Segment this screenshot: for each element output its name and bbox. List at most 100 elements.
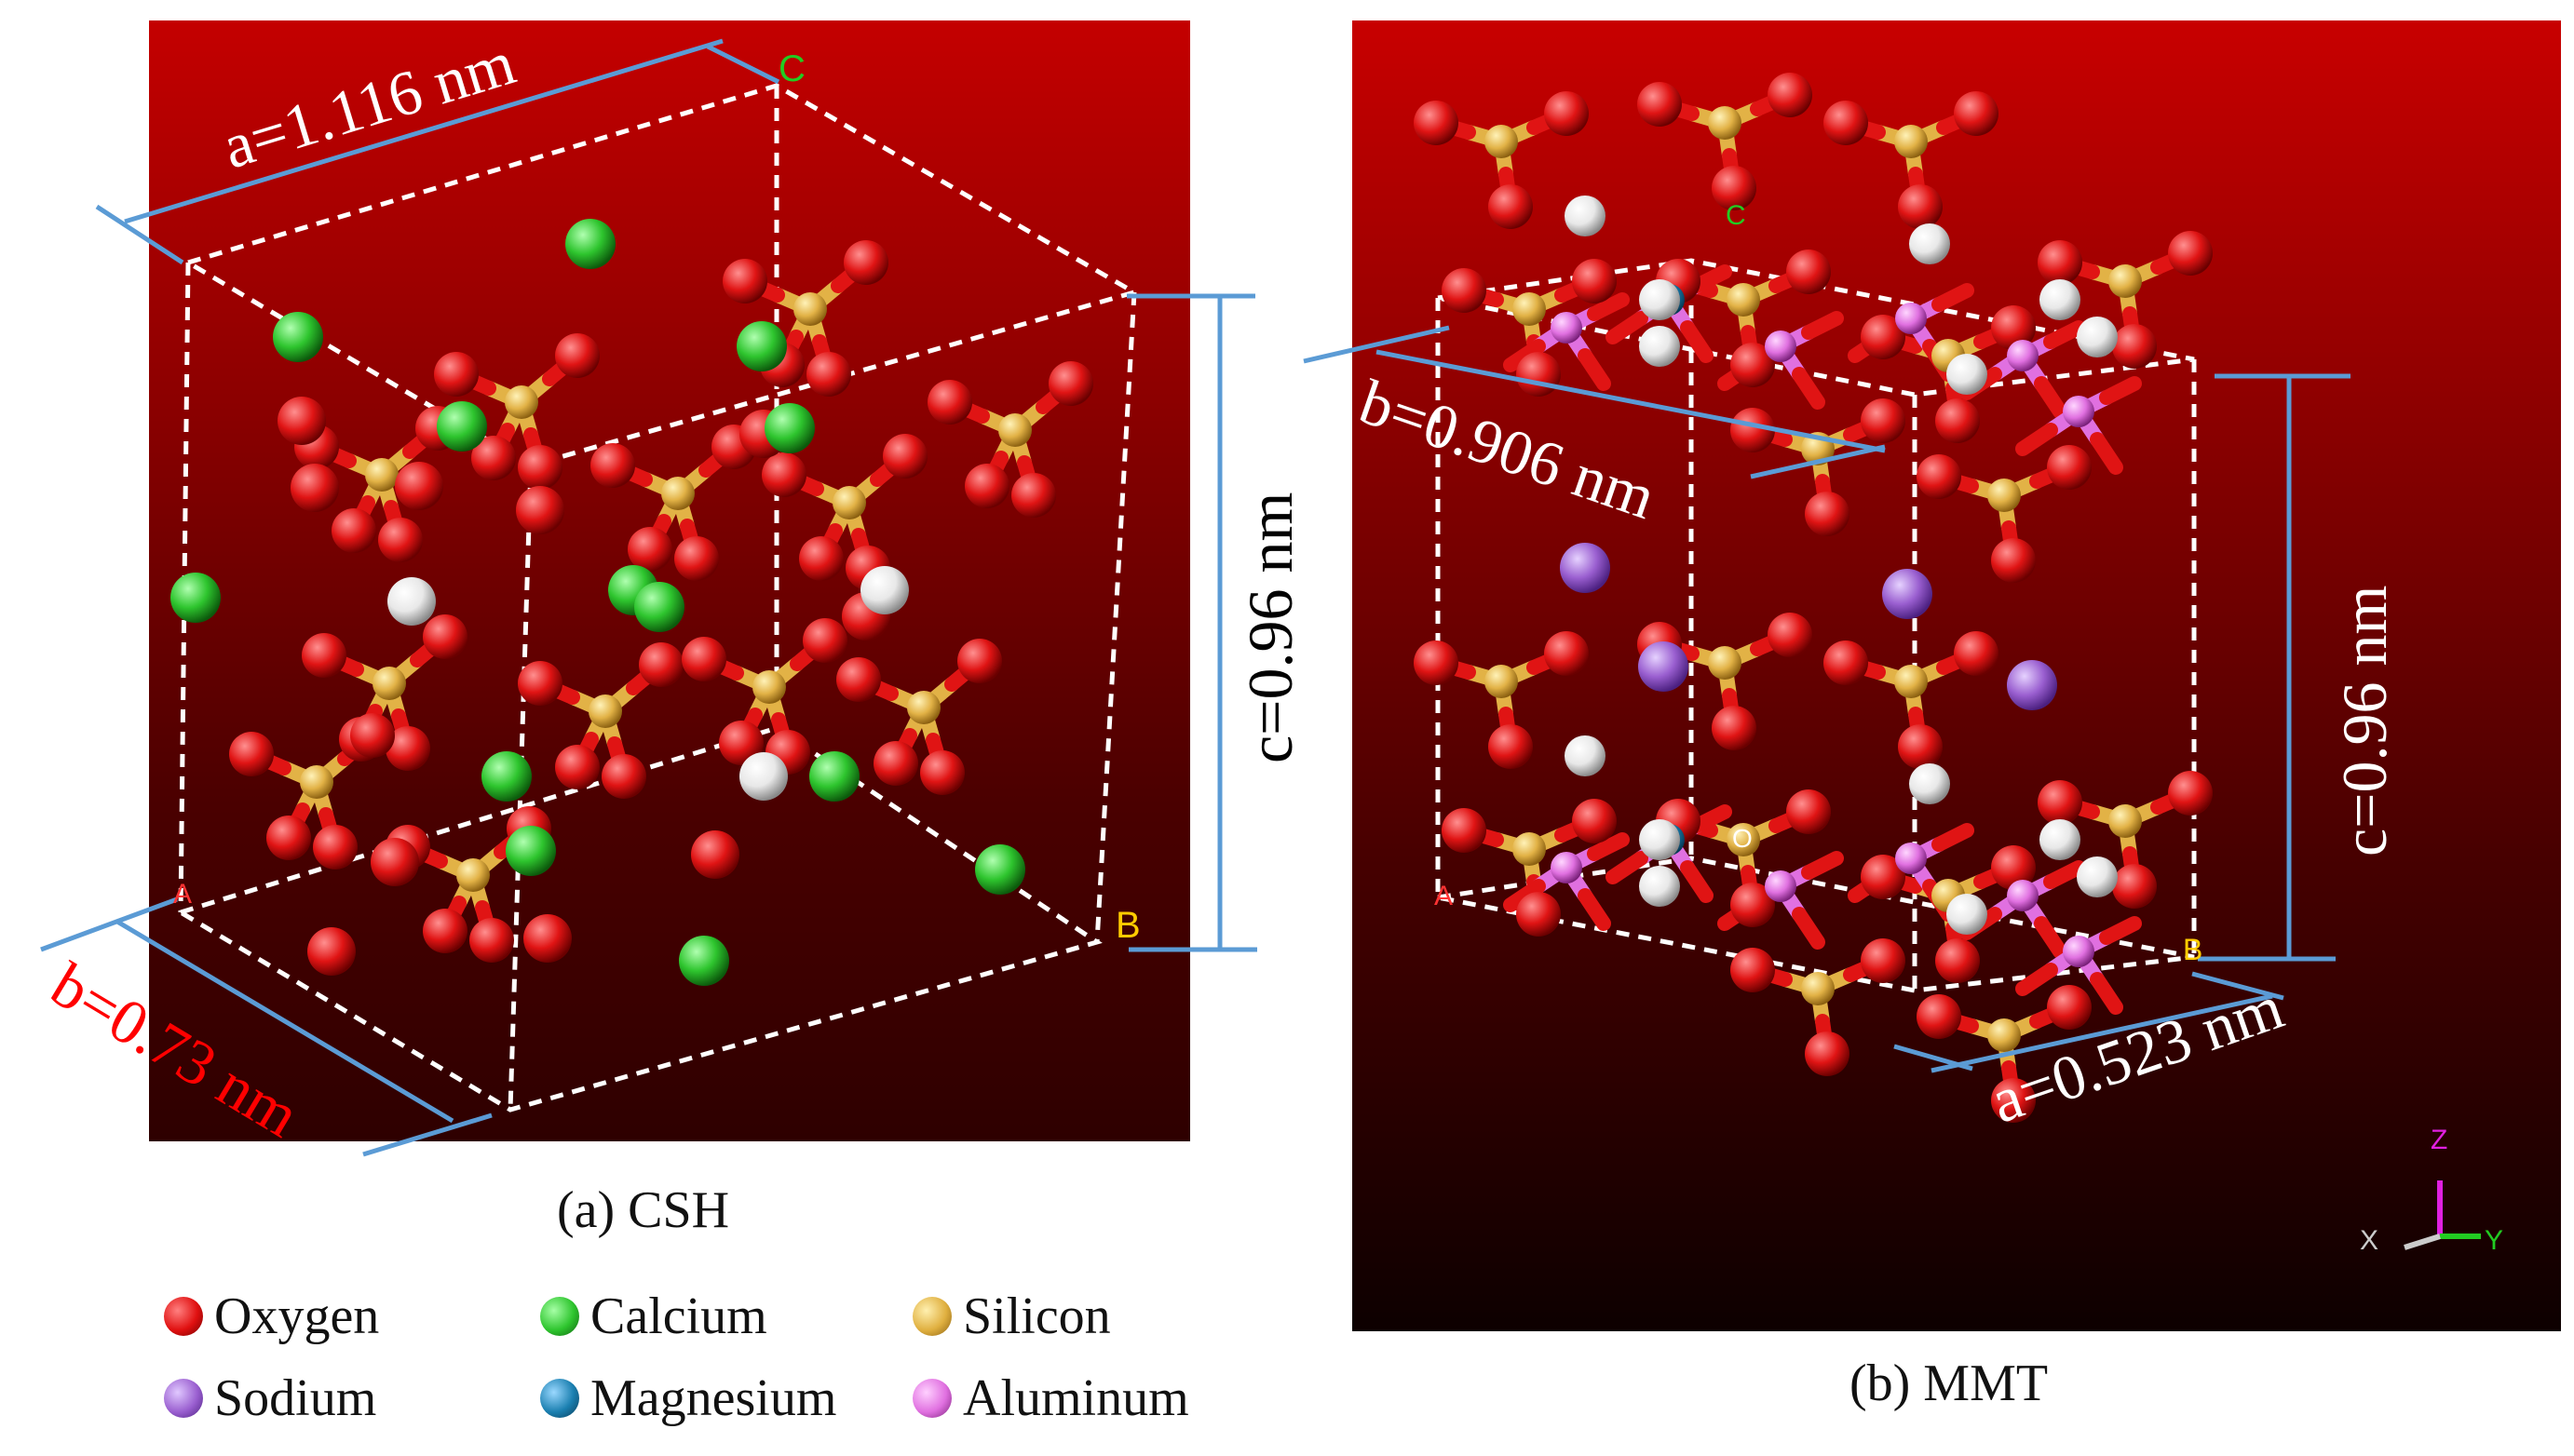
oxygen-atom <box>957 639 1002 683</box>
oxygen-atom <box>302 633 346 678</box>
hydrogen-atom <box>2077 317 2118 357</box>
oxygen-atom <box>844 240 888 285</box>
oxygen-atom <box>1898 724 1943 769</box>
hydrogen-atom <box>2039 279 2080 320</box>
csh-corner-b: B <box>1116 905 1141 946</box>
calcium-atom <box>170 573 221 623</box>
aluminum-atom <box>2063 396 2094 427</box>
oxygen-atom <box>674 536 719 581</box>
hydrogen-atom <box>1946 354 1987 395</box>
calcium-atom <box>737 321 787 371</box>
silicon-atom <box>589 694 622 728</box>
oxygen-atom <box>1954 631 1998 676</box>
aluminum-atom <box>1551 312 1582 344</box>
aluminum-atom <box>1765 330 1796 362</box>
silicon-atom <box>1987 479 2021 512</box>
oxygen-atom <box>1917 454 1961 499</box>
silicon-atom <box>300 765 333 799</box>
legend-calcium: Calcium <box>540 1287 767 1346</box>
oxygen-atom <box>2112 864 2157 909</box>
oxygen-atom <box>1991 1078 2036 1123</box>
silicon-atom <box>1727 823 1760 856</box>
oxygen-atom <box>883 434 928 479</box>
legend-label: Aluminum <box>963 1369 1189 1427</box>
oxygen-atom <box>423 909 467 953</box>
csh-corner-a: A <box>173 879 193 910</box>
oxygen-atom <box>1768 613 1812 657</box>
oxygen-atom <box>278 397 326 445</box>
oxygen-atom <box>682 637 726 681</box>
oxygen-atom <box>639 642 684 687</box>
legend-label: Oxygen <box>214 1287 380 1345</box>
aluminum-atom <box>2007 880 2039 911</box>
silicon-atom <box>1894 665 1928 698</box>
hydrogen-atom <box>739 752 788 801</box>
silicon-atom <box>1727 283 1760 317</box>
legend-label: Calcium <box>590 1287 767 1345</box>
oxygen-atom <box>928 380 972 425</box>
oxygen-atom <box>1991 305 2036 350</box>
oxygen-atom <box>1861 855 1905 899</box>
aluminum-atom <box>1765 870 1796 902</box>
oxygen-atom <box>1544 631 1589 676</box>
oxygen-atom <box>2168 771 2213 816</box>
oxygen-atom <box>1637 82 1682 127</box>
oxygen-atom <box>1544 91 1589 136</box>
silicon-atom <box>833 486 866 519</box>
hydrogen-atom <box>1909 223 1950 264</box>
mmt-corner-b: B <box>2183 933 2203 966</box>
sodium-atom <box>1882 569 1932 619</box>
silicon-atom <box>998 413 1032 447</box>
silicon-atom <box>1484 125 1518 158</box>
oxygen-atom <box>1730 948 1775 992</box>
silicon-atom <box>1708 106 1741 140</box>
mmt-axis-y-label: Y <box>2485 1225 2504 1256</box>
magnesium-swatch-icon <box>540 1379 579 1418</box>
silicon-atom <box>456 858 490 892</box>
aluminum-swatch-icon <box>913 1379 952 1418</box>
calcium-atom <box>565 219 616 269</box>
oxygen-atom <box>423 614 467 659</box>
silicon-atom <box>793 292 827 326</box>
hydrogen-atom <box>1565 195 1605 236</box>
calcium-atom <box>506 826 556 876</box>
legend-label: Sodium <box>214 1369 377 1427</box>
oxygen-atom <box>1712 166 1756 210</box>
oxygen-atom <box>350 713 395 758</box>
sodium-atom <box>1560 543 1610 593</box>
oxygen-atom <box>229 732 274 776</box>
oxygen-atom <box>1516 892 1561 937</box>
mmt-corner-o: O <box>1732 824 1753 853</box>
silicon-atom <box>505 385 538 419</box>
oxygen-atom <box>1954 91 1998 136</box>
oxygen-atom <box>1935 398 1980 443</box>
silicon-atom <box>1894 125 1928 158</box>
aluminum-atom <box>1895 303 1927 334</box>
hydrogen-atom <box>1946 894 1987 935</box>
oxygen-atom <box>1730 408 1775 452</box>
oxygen-atom <box>1805 1031 1849 1076</box>
hydrogen-atom <box>1565 735 1605 776</box>
oxygen-atom <box>1861 315 1905 359</box>
oxygen-atom <box>723 259 767 303</box>
oxygen-atom <box>1414 101 1458 145</box>
calcium-atom <box>273 312 323 362</box>
oxygen-atom <box>1991 845 2036 890</box>
oxygen-atom <box>1011 473 1056 518</box>
oxygen-atom <box>1991 538 2036 583</box>
oxygen-atom <box>2047 985 2092 1030</box>
silicon-atom <box>373 667 406 700</box>
silicon-atom <box>1987 1018 2021 1052</box>
oxygen-atom <box>469 918 514 963</box>
silicon-atom <box>661 477 695 510</box>
oxygen-atom <box>555 333 600 378</box>
mmt-axis-z-label: Z <box>2431 1125 2448 1155</box>
oxygen-atom <box>1442 808 1486 853</box>
legend-silicon: Silicon <box>913 1287 1111 1346</box>
csh-atom-model <box>170 83 1141 1112</box>
oxygen-atom <box>965 464 1009 508</box>
silicon-atom <box>2108 804 2142 838</box>
mmt-dim-c-label: c=0.96 nm <box>2329 585 2400 856</box>
silicon-atom <box>1801 432 1835 465</box>
oxygen-atom <box>1823 640 1868 685</box>
